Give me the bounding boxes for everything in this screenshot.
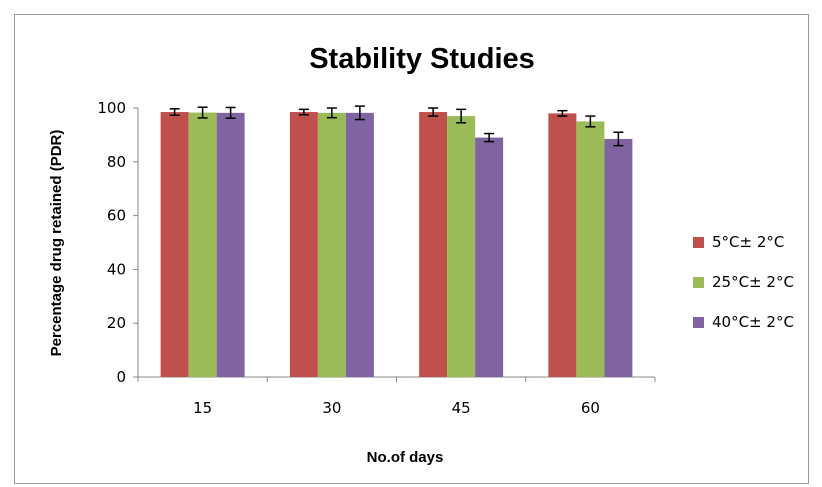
legend-swatch (693, 277, 704, 288)
chart-title: Stability Studies (309, 43, 535, 75)
bar (604, 138, 633, 377)
bar (447, 116, 476, 377)
bar (548, 113, 577, 377)
bar (345, 112, 374, 377)
x-tick-label: 30 (322, 399, 341, 417)
y-tick-label: 20 (107, 314, 126, 332)
bar (419, 112, 448, 377)
legend-label: 25°C± 2°C (712, 273, 794, 291)
legend-label: 40°C± 2°C (712, 313, 794, 331)
bar (576, 121, 605, 377)
bar (160, 112, 189, 377)
legend-swatch (693, 237, 704, 248)
x-axis-title: No.of days (367, 449, 444, 466)
legend-swatch (693, 317, 704, 328)
chart-frame (14, 14, 809, 484)
bar (317, 112, 346, 377)
legend: 5°C± 2°C 25°C± 2°C 40°C± 2°C (693, 233, 794, 331)
y-tick-label: 40 (107, 260, 126, 278)
legend-label: 5°C± 2°C (712, 233, 784, 251)
error-bars (169, 105, 624, 147)
y-axis-title: Percentage drug retained (PDR) (48, 130, 65, 357)
bars (160, 112, 633, 377)
bar (289, 112, 318, 377)
x-tick-label: 45 (452, 399, 471, 417)
y-axis-ticks: 0 20 40 60 80 100 (97, 99, 138, 386)
x-tick-label: 60 (581, 399, 600, 417)
bar (475, 137, 504, 377)
y-tick-label: 60 (107, 207, 126, 225)
x-tick-label: 15 (193, 399, 212, 417)
bar (188, 112, 217, 377)
y-tick-label: 80 (107, 153, 126, 171)
x-axis-ticks: 15 30 45 60 (137, 377, 656, 417)
y-tick-label: 100 (97, 99, 126, 117)
y-tick-label: 0 (116, 368, 126, 386)
bar (216, 112, 245, 377)
